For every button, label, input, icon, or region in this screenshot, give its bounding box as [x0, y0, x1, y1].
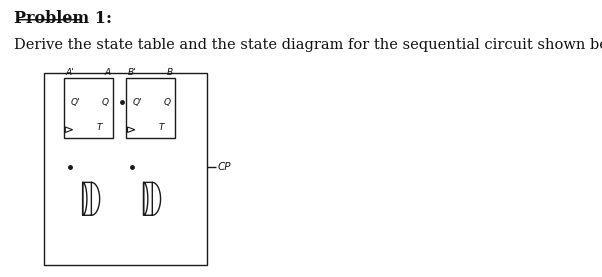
Text: A: A	[105, 68, 111, 77]
Bar	[126, 78, 175, 138]
Text: B': B'	[128, 68, 137, 77]
Text: A': A'	[66, 68, 75, 77]
Text: Q': Q'	[132, 98, 142, 107]
Text: Q: Q	[102, 98, 108, 107]
Text: CP: CP	[218, 162, 232, 172]
Text: T: T	[96, 123, 102, 132]
Text: Q': Q'	[70, 98, 80, 107]
Text: Derive the state table and the state diagram for the sequential circuit shown be: Derive the state table and the state dia…	[14, 39, 602, 52]
Text: B: B	[167, 68, 173, 77]
Text: Q: Q	[164, 98, 171, 107]
Bar	[45, 73, 207, 265]
Bar	[64, 78, 113, 138]
Text: Problem 1:: Problem 1:	[14, 10, 112, 27]
Text: T: T	[158, 123, 164, 132]
